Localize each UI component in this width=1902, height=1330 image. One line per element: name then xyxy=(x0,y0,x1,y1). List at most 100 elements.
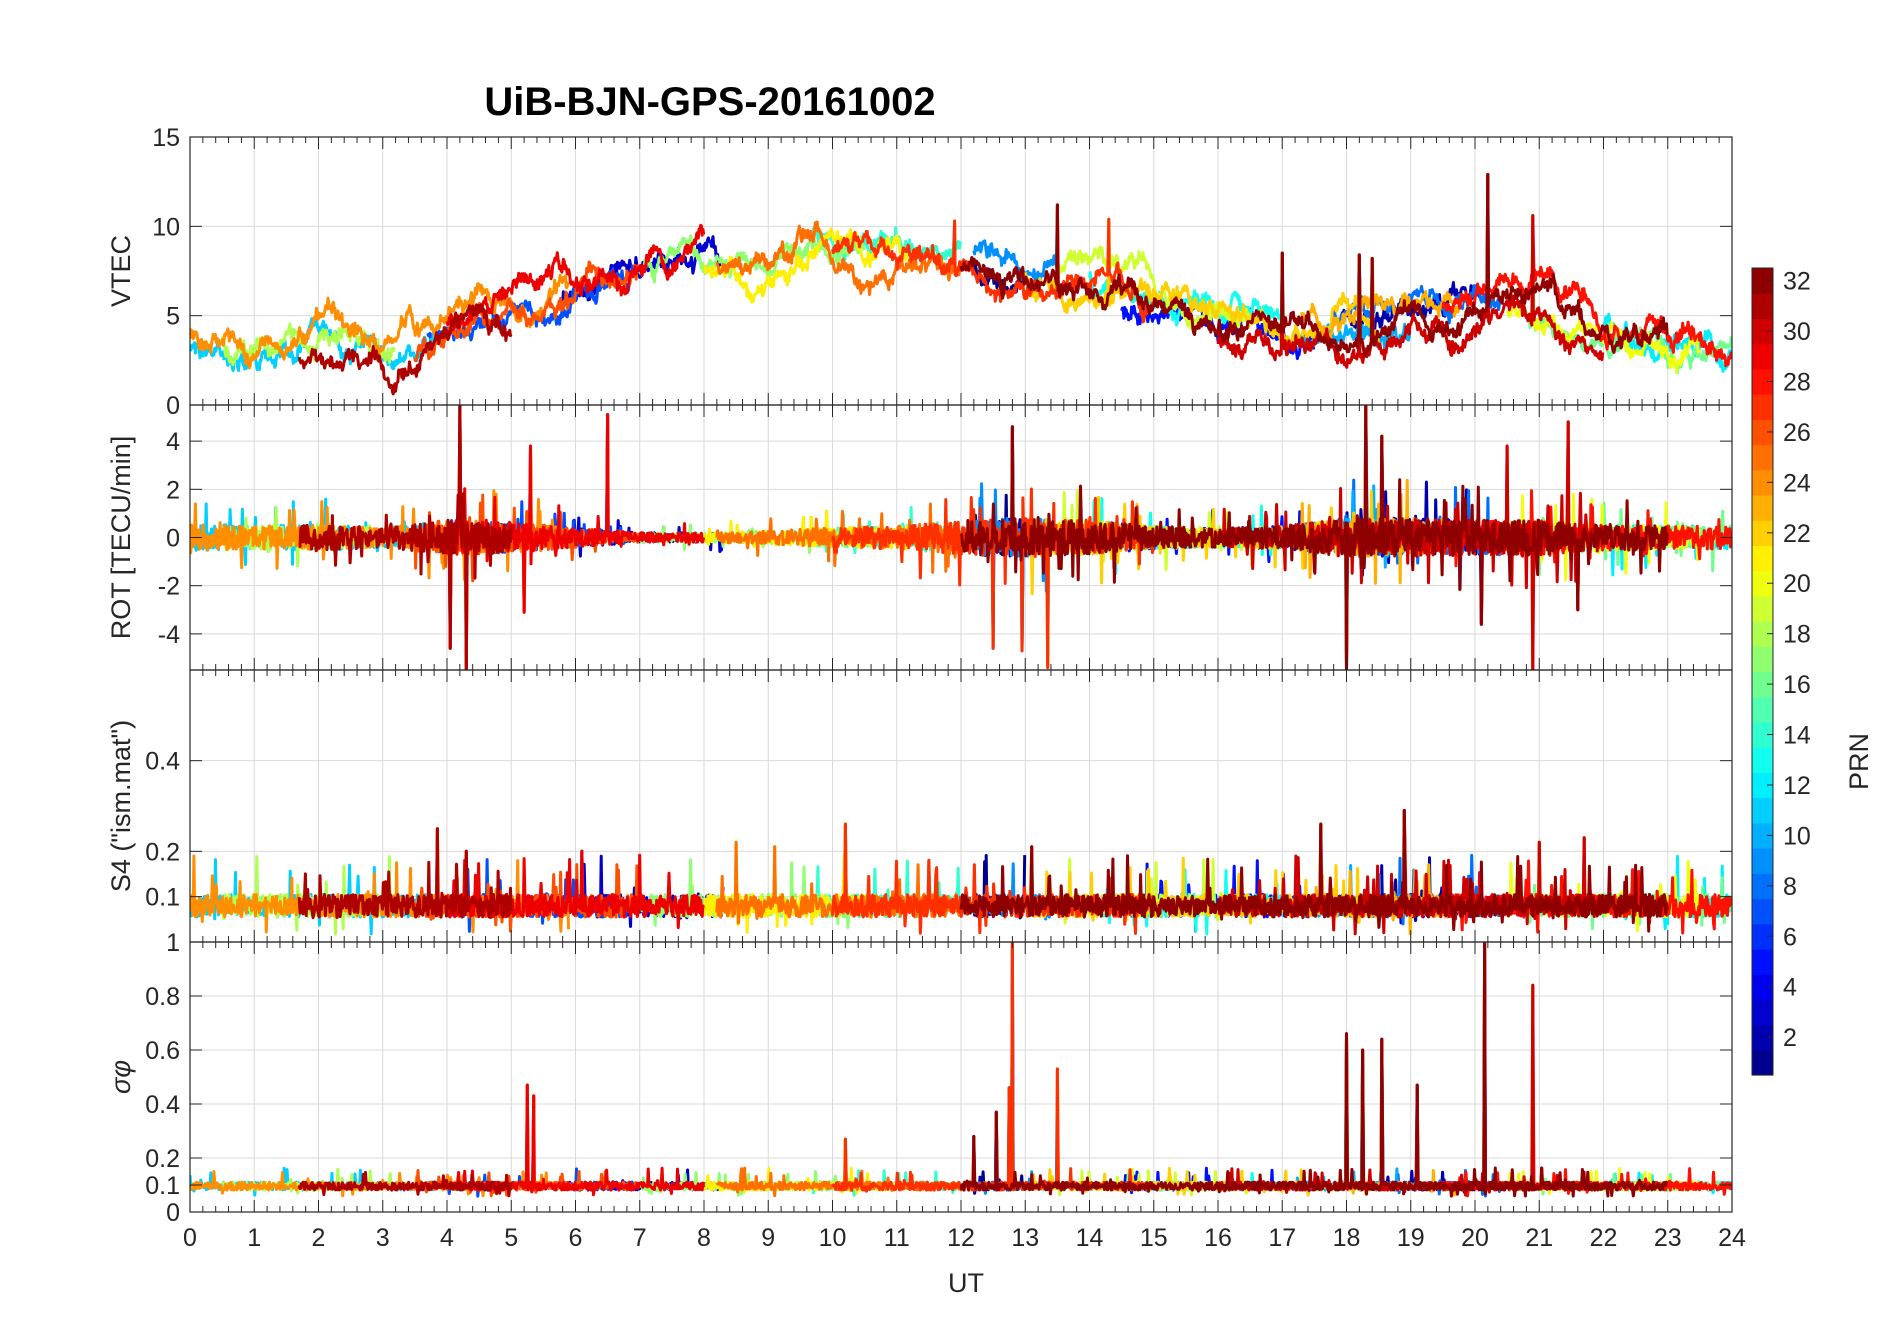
colorbar-segment xyxy=(1752,873,1773,900)
y-tick-label: 2 xyxy=(166,476,180,504)
x-tick-label: 12 xyxy=(947,1224,975,1252)
tick-marks-sigphi xyxy=(189,941,1733,1213)
tick-marks-s4 xyxy=(189,670,1733,942)
series-line-prn-32 xyxy=(959,405,1669,670)
colorbar-tick-label: 18 xyxy=(1783,621,1811,649)
y-tick-label: 5 xyxy=(166,303,180,331)
x-tick-label: 18 xyxy=(1333,1224,1361,1252)
y-tick-label: 4 xyxy=(166,428,180,456)
series-line-prn-1 xyxy=(972,942,1027,1195)
y-axis-label-s4: S4 ("ism.mat") xyxy=(106,720,136,892)
series-line-prn-29 xyxy=(445,223,706,332)
series-line-prn-32 xyxy=(959,809,1669,933)
series-line-prn-32 xyxy=(959,173,1669,358)
x-tick-label: 15 xyxy=(1140,1224,1168,1252)
colorbar-tick-label: 6 xyxy=(1783,923,1797,951)
colorbar-segment xyxy=(1752,898,1773,925)
series-line-prn-19 xyxy=(1055,204,1251,330)
y-axis-label-vtec: VTEC xyxy=(106,235,136,307)
series-group-s4 xyxy=(190,809,1732,936)
colorbar-segment xyxy=(1752,318,1773,345)
y-tick-label: 0.2 xyxy=(145,1145,180,1173)
colorbar-segment xyxy=(1752,848,1773,874)
series-line-prn-31 xyxy=(297,1170,513,1198)
colorbar-segment xyxy=(1752,772,1773,799)
series-line-prn-16 xyxy=(1518,983,1732,1196)
x-tick-label: 23 xyxy=(1654,1224,1682,1252)
colorbar-segment xyxy=(1752,570,1773,597)
series-line-prn-9 xyxy=(972,942,1059,1195)
gridlines-sigphi xyxy=(189,941,1733,1213)
x-axis-label: UT xyxy=(948,1268,984,1298)
tick-marks-vtec xyxy=(189,136,1733,406)
colorbar-segment xyxy=(1752,444,1773,471)
colorbar-tick-label: 8 xyxy=(1783,873,1797,901)
y-axis-label-rot: ROT [TECU/min] xyxy=(106,436,136,640)
series-line-prn-24 xyxy=(190,1083,571,1198)
y-tick-label: -4 xyxy=(158,621,180,649)
colorbar-segment xyxy=(1752,595,1773,622)
colorbar-segment xyxy=(1752,974,1773,1000)
colorbar-label: PRN xyxy=(1844,733,1874,790)
chart-title: UiB-BJN-GPS-20161002 xyxy=(484,80,935,124)
y-tick-label: 0.1 xyxy=(145,884,180,912)
x-tick-label: 3 xyxy=(376,1224,390,1252)
series-line-prn-9 xyxy=(972,204,1059,285)
y-tick-label: 0 xyxy=(166,525,180,553)
colorbar-segment xyxy=(1752,1049,1773,1076)
x-tick-label: 4 xyxy=(440,1224,454,1252)
colorbar-segment xyxy=(1752,419,1773,446)
series-line-prn-31 xyxy=(297,827,513,920)
series-line-prn-27 xyxy=(831,942,1154,1193)
series-line-prn-27 xyxy=(831,203,1155,324)
colorbar-segment xyxy=(1752,394,1773,420)
y-tick-label: 0 xyxy=(166,392,180,420)
y-tick-label: 0.8 xyxy=(145,983,180,1011)
colorbar-tick-label: 30 xyxy=(1783,318,1811,346)
series-line-prn-17 xyxy=(638,234,866,284)
x-tick-label: 19 xyxy=(1397,1224,1425,1252)
series-line-prn-22 xyxy=(1024,1032,1380,1197)
x-tick-label: 9 xyxy=(761,1224,775,1252)
colorbar-tick-label: 32 xyxy=(1783,268,1811,296)
x-tick-label: 10 xyxy=(819,1224,847,1252)
colorbar-segment xyxy=(1752,343,1773,370)
colorbar-segment xyxy=(1752,822,1773,849)
panel-rot: -4 -2 0 2 4 ROT [TECU/min] xyxy=(106,404,1733,671)
panel-s4: 0.1 0.2 0.4 S4 ("ism.mat") xyxy=(106,669,1733,943)
colorbar-tick-label: 14 xyxy=(1783,722,1811,750)
colorbar-tick-label: 4 xyxy=(1783,974,1797,1002)
colorbar-tick-label: 24 xyxy=(1783,469,1811,497)
y-tick-label: 0.4 xyxy=(145,1091,180,1119)
colorbar-tick-label: 28 xyxy=(1783,368,1811,396)
colorbar-segment xyxy=(1752,747,1773,773)
x-tick-label: 14 xyxy=(1076,1224,1104,1252)
y-tick-label: 1 xyxy=(166,929,180,957)
y-tick-label: 10 xyxy=(152,213,180,241)
x-tick-label: 7 xyxy=(633,1224,647,1252)
tick-marks-rot xyxy=(189,405,1733,670)
x-tick-label: 20 xyxy=(1461,1224,1489,1252)
colorbar-segment xyxy=(1752,494,1773,521)
colorbar-tick-label: 16 xyxy=(1783,671,1811,699)
series-line-prn-32 xyxy=(959,942,1669,1198)
series-line-prn-10 xyxy=(1293,1032,1412,1192)
y-tick-label: 0.4 xyxy=(145,748,180,776)
x-tick-label: 5 xyxy=(504,1224,518,1252)
x-tick-label: 2 xyxy=(312,1224,326,1252)
x-tick-label: 8 xyxy=(697,1224,711,1252)
x-tick-label: 17 xyxy=(1268,1224,1296,1252)
colorbar-tick-label: 2 xyxy=(1783,1024,1797,1052)
y-tick-label: -2 xyxy=(158,573,180,601)
y-tick-label: 0.6 xyxy=(145,1037,180,1065)
x-tick-label: 6 xyxy=(569,1224,583,1252)
colorbar-segment xyxy=(1752,1024,1773,1051)
colorbar-segment xyxy=(1752,368,1773,395)
series-line-prn-31 xyxy=(297,303,513,396)
colorbar-segment xyxy=(1752,948,1773,975)
series-line-prn-31 xyxy=(298,405,513,670)
